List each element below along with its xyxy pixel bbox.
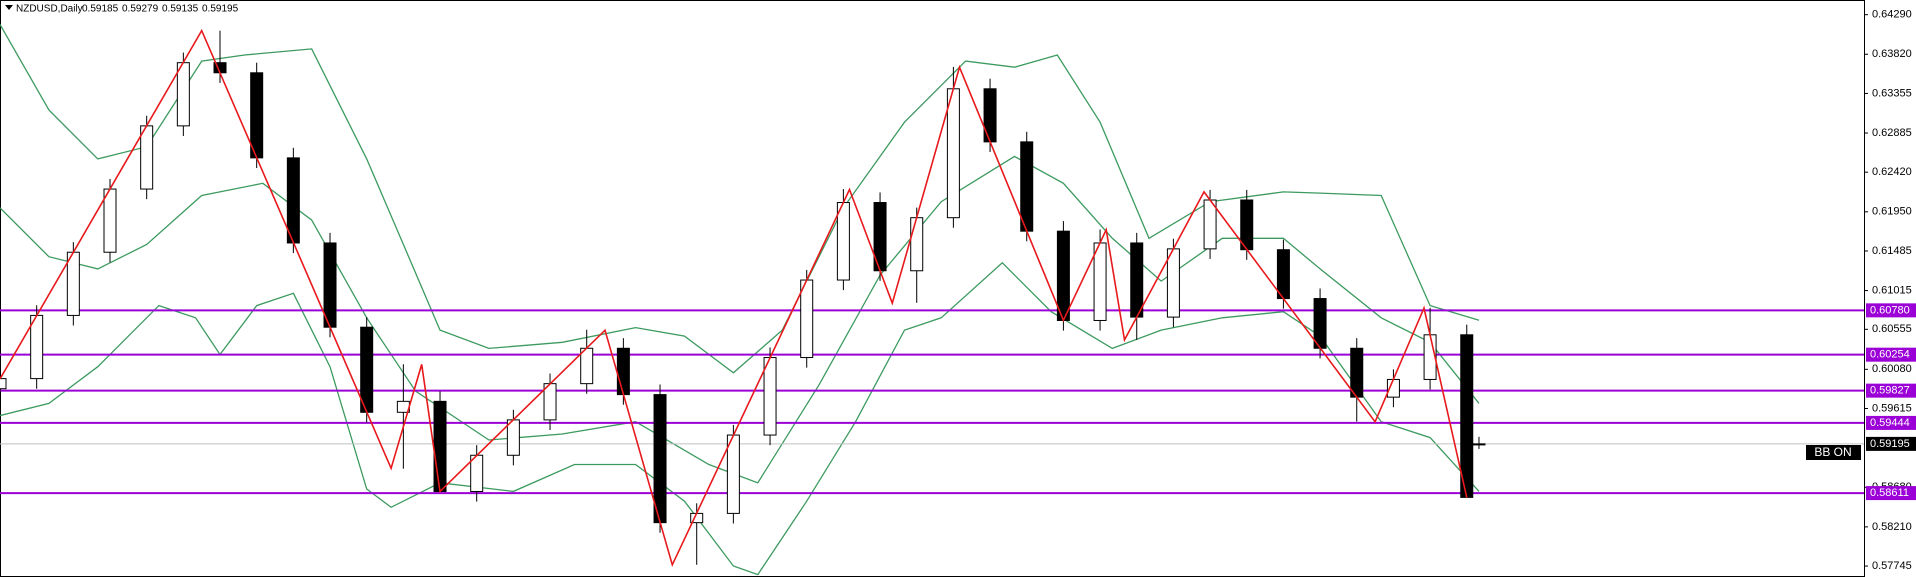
level-label: 0.59444 [1870,417,1910,429]
plot-area [0,24,1864,576]
level-badge [1866,415,1916,430]
header-high: 0.59279 [122,4,159,15]
candle-body [140,125,154,190]
candle-body [726,434,740,514]
candle-body [1240,199,1254,251]
candle-body [1056,230,1070,321]
header-low: 0.59135 [162,4,199,15]
candle-body [800,279,814,359]
header-open: 0.59185 [82,4,119,15]
y-tick-label: 0.60555 [1872,323,1912,335]
candle-body [30,314,44,380]
candle-body [763,357,777,436]
y-tick-label: 0.63820 [1872,48,1912,60]
candle-body [836,202,850,281]
y-tick-label: 0.62885 [1872,127,1912,139]
candle-body [1313,298,1327,349]
zigzag-line [0,28,1468,568]
level-badge [1866,486,1916,501]
y-tick-label: 0.62420 [1872,166,1912,178]
y-tick-label: 0.59615 [1872,402,1912,414]
candle-body [506,419,520,456]
candle-body [983,88,997,143]
candle-body [1020,141,1034,232]
candle-body [946,88,960,219]
candle-body [103,188,117,253]
candle-body [323,242,337,328]
y-tick-label: 0.58210 [1872,521,1912,533]
menu-arrow[interactable] [5,5,13,10]
level-badge [1866,347,1916,362]
candle-body [1276,249,1290,300]
candle-body [433,400,447,492]
candle-body [1203,199,1217,250]
candle-body [0,378,7,390]
candle-body [360,326,374,413]
y-tick-label: 0.64290 [1872,9,1912,21]
level-label: 0.60780 [1870,304,1910,316]
level-label: 0.60254 [1870,349,1910,361]
candle-body [1130,242,1144,318]
candle-body [176,62,190,127]
level-badge [1866,303,1916,318]
level-label: 0.58611 [1870,487,1909,499]
candle-body [1093,242,1107,321]
bb-badge [1806,445,1861,460]
level-label: 0.59827 [1870,385,1910,397]
candle-body [286,157,300,244]
y-tick-label: 0.60080 [1872,363,1912,375]
candle-body [1166,248,1180,318]
y-tick-label: 0.63355 [1872,87,1912,99]
level-badge [1866,383,1916,398]
bb-label: BB ON [1814,445,1851,459]
candle-body [1460,334,1474,498]
chart-symbol: NZDUSD,Daily [16,4,83,15]
candle-body [1350,347,1364,398]
candle-body [580,347,594,385]
price-label: 0.59195 [1870,438,1910,450]
y-tick-label: 0.61485 [1872,245,1912,257]
price-badge [1866,436,1916,451]
y-tick-label: 0.61950 [1872,206,1912,218]
candle-body [910,217,924,272]
candle-body [66,251,80,316]
bollinger-band [0,261,1480,576]
y-tick-label: 0.61015 [1872,284,1912,296]
candle-body [616,347,630,396]
candle-body [1472,443,1486,446]
plot-frame [0,0,1865,577]
y-tick-label: 0.57745 [1872,560,1912,572]
candle-body [250,72,264,159]
candle-body [653,394,667,524]
header-close: 0.59195 [202,4,239,15]
bollinger-band [0,155,1480,484]
